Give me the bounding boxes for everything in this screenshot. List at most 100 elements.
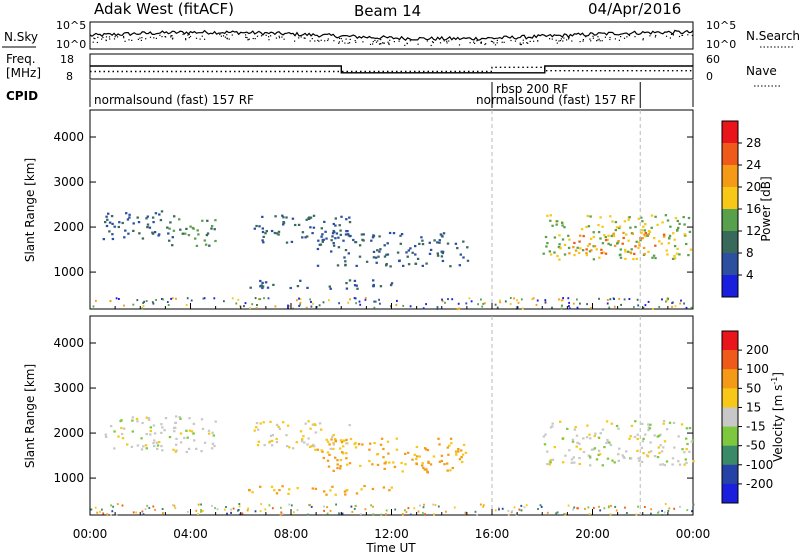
scatter-cell: [126, 218, 130, 221]
scatter-cell: [462, 443, 466, 446]
scatter-cell: [558, 258, 561, 261]
scatter-cell: [144, 508, 147, 511]
colorbar-swatch: [722, 187, 738, 210]
scatter-cell: [425, 303, 427, 306]
scatter-cell: [420, 236, 423, 239]
scatter-cell: [348, 279, 352, 282]
scatter-cell: [323, 490, 326, 493]
noise-search-point: [388, 43, 390, 46]
scatter-cell: [110, 514, 112, 517]
scatter-cell: [563, 513, 566, 516]
scatter-cell: [328, 285, 331, 288]
scatter-cell: [573, 428, 576, 431]
noise-search-point: [529, 40, 531, 42]
noise-search-point: [161, 36, 163, 38]
scatter-cell: [546, 450, 549, 453]
scatter-cell: [382, 486, 386, 489]
scatter-cell: [409, 305, 412, 308]
scatter-cell: [261, 227, 264, 230]
scatter-cell: [186, 436, 189, 439]
noise-search-point: [520, 43, 522, 46]
scatter-cell: [188, 417, 191, 420]
scatter-cell: [511, 510, 514, 513]
scatter-cell: [339, 465, 342, 468]
scatter-cell: [692, 460, 695, 463]
scatter-cell: [346, 233, 350, 236]
scatter-cell: [432, 503, 435, 506]
scatter-cell: [673, 245, 677, 248]
scatter-cell: [329, 489, 332, 492]
scatter-cell: [231, 297, 234, 300]
scatter-cell: [178, 416, 181, 419]
noise-search-point: [374, 39, 376, 41]
scatter-cell: [507, 513, 510, 516]
scatter-cell: [101, 508, 103, 511]
scatter-cell: [138, 232, 141, 235]
scatter-cell: [399, 234, 402, 237]
scatter-cell: [424, 513, 426, 516]
scatter-cell: [344, 260, 347, 263]
scatter-cell: [629, 457, 633, 460]
scatter-cell: [498, 508, 500, 511]
scatter-cell: [604, 252, 608, 255]
power-colorbar-title: Power [dB]: [759, 176, 773, 241]
scatter-cell: [617, 453, 620, 456]
scatter-cell: [608, 441, 611, 444]
noise-search-point: [473, 41, 475, 43]
scatter-cell: [307, 420, 310, 423]
scatter-cell: [616, 242, 619, 245]
scatter-cell: [632, 258, 635, 261]
scatter-cell: [286, 424, 290, 427]
scatter-cell: [323, 505, 325, 508]
scatter-cell: [121, 221, 124, 225]
scatter-cell: [440, 250, 443, 253]
scatter-cell: [378, 250, 381, 253]
scatter-cell: [499, 301, 502, 304]
scatter-cell: [251, 491, 254, 494]
scatter-cell: [325, 493, 328, 496]
scatter-cell: [556, 254, 559, 258]
scatter-cell: [237, 509, 239, 512]
scatter-cell: [635, 513, 638, 516]
scatter-cell: [507, 509, 510, 512]
scatter-cell: [251, 303, 254, 306]
scatter-cell: [658, 306, 661, 308]
scatter-cell: [202, 297, 205, 300]
scatter-cell: [635, 240, 638, 243]
noise-search-point: [199, 38, 201, 40]
scatter-cell: [603, 446, 606, 449]
scatter-cell: [172, 229, 176, 232]
scatter-cell: [423, 503, 425, 506]
noise-search-point: [185, 39, 187, 41]
scatter-cell: [405, 251, 408, 254]
nave-tick-top: 60: [706, 53, 720, 66]
noise-left-tick-bottom: 10^0: [56, 38, 86, 51]
y-tick-label: 3000: [53, 381, 84, 395]
scatter-cell: [173, 430, 176, 433]
scatter-cell: [418, 455, 421, 458]
noise-search-point: [245, 36, 247, 38]
scatter-cell: [153, 439, 156, 442]
scatter-cell: [626, 512, 628, 514]
scatter-cell: [306, 443, 309, 446]
scatter-cell: [644, 304, 647, 307]
scatter-cell: [421, 239, 424, 242]
scatter-cell: [287, 492, 290, 495]
scatter-cell: [609, 298, 612, 301]
scatter-cell: [298, 297, 300, 300]
noise-search-point: [314, 40, 316, 42]
scatter-cell: [121, 437, 125, 440]
scatter-cell: [649, 423, 652, 426]
scatter-cell: [153, 231, 157, 234]
scatter-cell: [194, 237, 197, 240]
scatter-cell: [373, 306, 376, 309]
noise-search-point: [560, 38, 562, 40]
scatter-cell: [637, 457, 640, 460]
scatter-cell: [374, 256, 378, 259]
scatter-cell: [671, 302, 673, 304]
scatter-cell: [314, 431, 317, 434]
colorbar-tick-label: 100: [746, 362, 769, 376]
scatter-cell: [606, 238, 609, 241]
scatter-cell: [146, 226, 149, 229]
noise-panel: N.Sky 10^5 10^0 10^5 10^0 N.Search: [2, 19, 800, 51]
